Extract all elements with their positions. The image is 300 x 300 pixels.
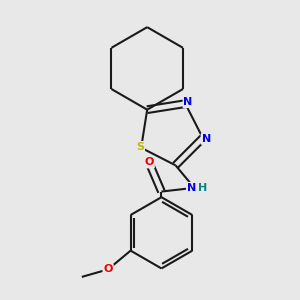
Text: O: O [145,158,154,167]
Text: H: H [198,183,207,193]
Text: N: N [184,97,193,107]
Text: N: N [202,134,211,144]
Text: S: S [136,142,144,152]
Text: O: O [103,264,113,274]
Text: N: N [187,183,196,193]
